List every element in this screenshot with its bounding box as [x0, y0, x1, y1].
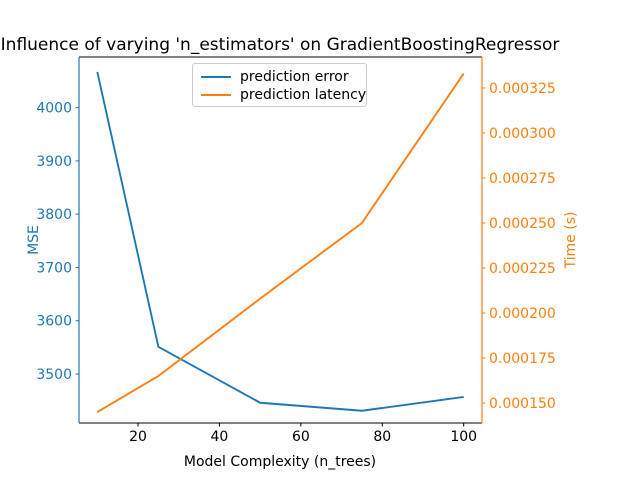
left-tick-label: 3800 [36, 207, 72, 223]
legend-line-sample-orange [201, 94, 231, 96]
legend-label: prediction error [240, 69, 349, 85]
right-tick-label: 0.000300 [489, 126, 556, 142]
x-axis-label: Model Complexity (n_trees) [183, 454, 377, 470]
left-tick-label: 3600 [36, 314, 72, 330]
legend-item-prediction-latency: prediction latency [193, 86, 366, 104]
legend-item-prediction-error: prediction error [193, 68, 366, 86]
left-tick-label: 3900 [36, 154, 72, 170]
right-axis-label: Time (s) [563, 211, 579, 269]
legend: prediction error prediction latency [192, 63, 367, 107]
series-line-prediction-error [96, 71, 464, 412]
right-tick-label: 0.000225 [489, 261, 556, 277]
right-tick-label: 0.000275 [489, 171, 556, 187]
x-tick-label: 20 [129, 429, 147, 445]
series-line-prediction-latency [96, 73, 465, 413]
right-tick-label: 0.000200 [489, 306, 556, 322]
x-tick-label: 60 [292, 429, 310, 445]
chart-title: Influence of varying 'n_estimators' on G… [0, 35, 560, 55]
x-tick-label: 40 [211, 429, 229, 445]
legend-line-sample-blue [201, 76, 231, 78]
right-tick-label: 0.000250 [489, 216, 556, 232]
left-tick-label: 3500 [36, 367, 72, 383]
right-tick-label: 0.000325 [489, 81, 556, 97]
x-tick-label: 100 [450, 429, 477, 445]
right-tick-label: 0.000175 [489, 351, 556, 367]
left-tick-label: 4000 [36, 101, 72, 117]
x-tick-label: 80 [373, 429, 391, 445]
right-tick-label: 0.000150 [489, 396, 556, 412]
legend-label: prediction latency [240, 87, 367, 103]
left-tick-label: 3700 [36, 260, 72, 276]
left-axis-label: MSE [26, 225, 42, 255]
